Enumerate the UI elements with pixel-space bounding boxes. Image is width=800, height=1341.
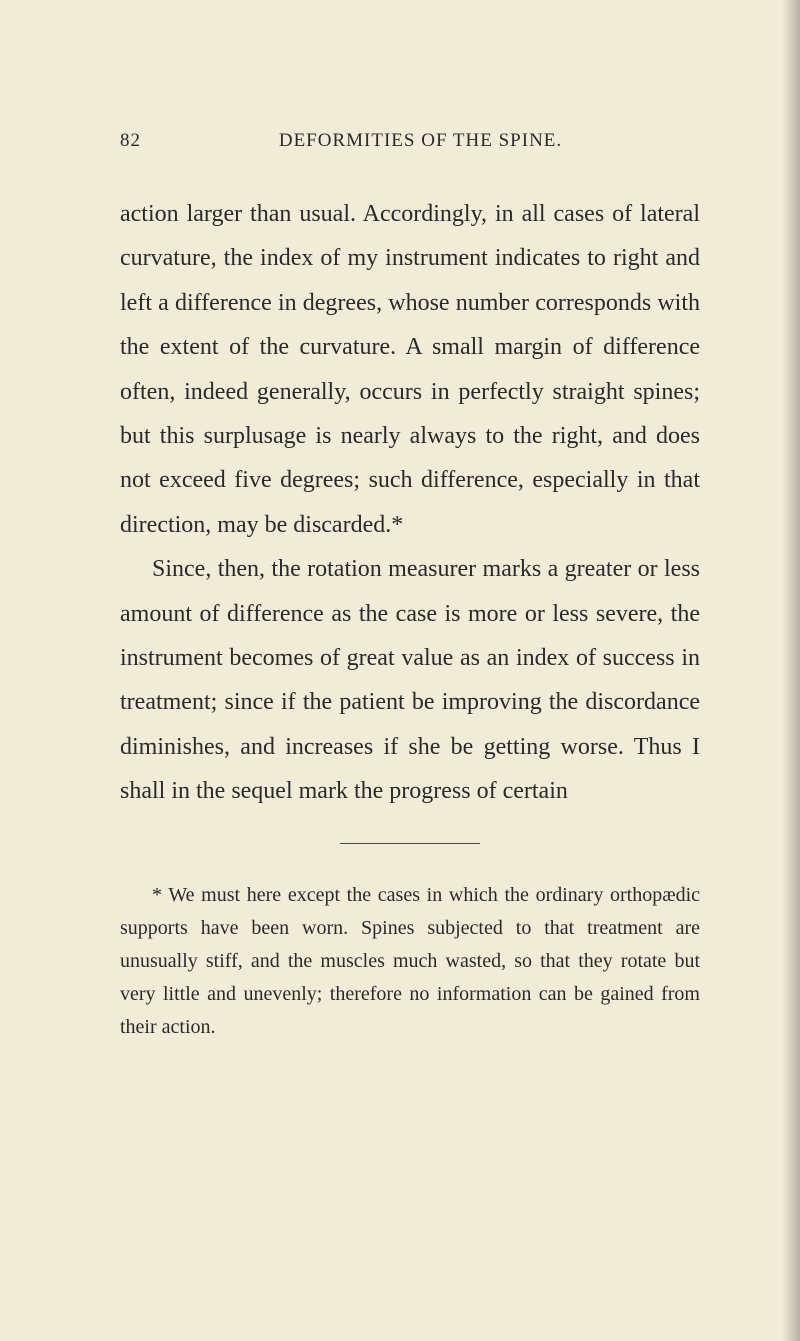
footnote-separator: [340, 843, 480, 844]
paragraph-1: action larger than usual. Accordingly, i…: [120, 192, 700, 547]
body-text: action larger than usual. Accordingly, i…: [120, 192, 700, 813]
footnote: * We must here except the cases in which…: [120, 879, 700, 1044]
paragraph-2: Since, then, the rotation measurer marks…: [120, 547, 700, 813]
header-title: DEFORMITIES OF THE SPINE.: [279, 130, 562, 152]
page-edge-shadow: [782, 0, 800, 1341]
page-container: 82 DEFORMITIES OF THE SPINE. action larg…: [0, 0, 800, 1124]
page-number: 82: [120, 130, 141, 152]
page-header: 82 DEFORMITIES OF THE SPINE.: [120, 130, 700, 152]
